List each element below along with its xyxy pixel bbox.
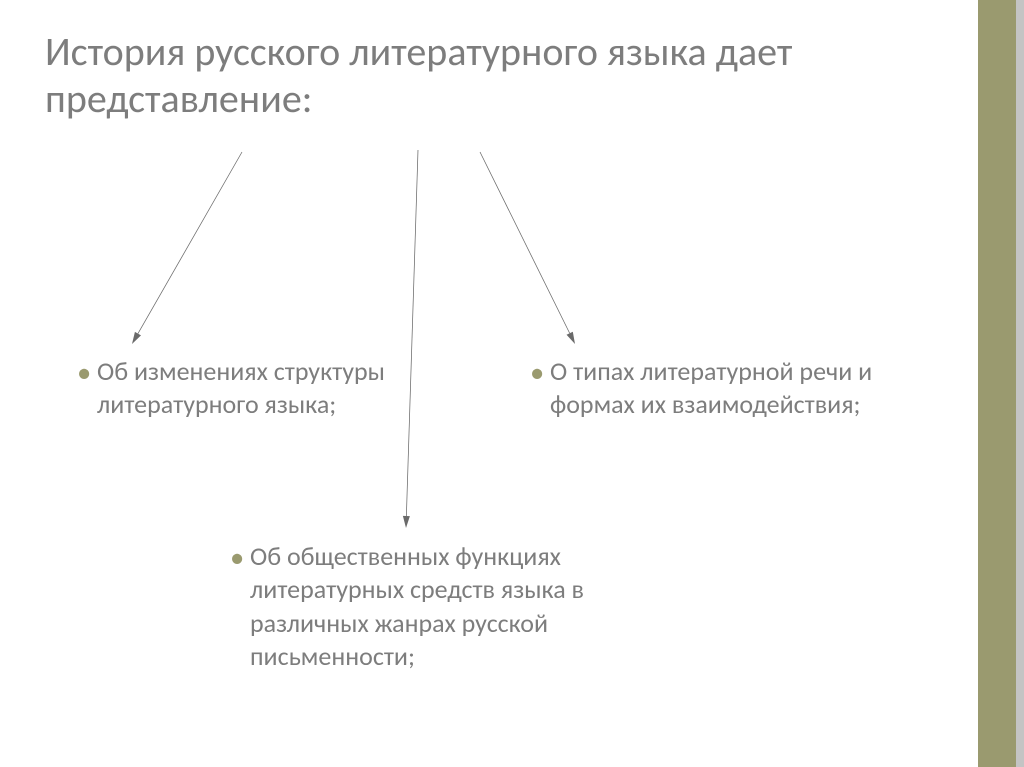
bullet-bottom: Об общественных функциях литературных ср… <box>228 540 648 673</box>
bullet-right-text: О типах литературной речи и формах их вз… <box>528 355 928 422</box>
bullet-left-text: Об изменениях структуры литературного яз… <box>75 355 455 422</box>
accent-bar <box>978 0 1016 767</box>
bullet-right: О типах литературной речи и формах их вз… <box>528 355 928 422</box>
bullet-bottom-text: Об общественных функциях литературных ср… <box>228 540 648 673</box>
slide: История русского литературного языка дае… <box>0 0 1024 767</box>
slide-title: История русского литературного языка дае… <box>45 28 905 122</box>
shadow-edge <box>1016 0 1024 767</box>
bullet-left: Об изменениях структуры литературного яз… <box>75 355 455 422</box>
